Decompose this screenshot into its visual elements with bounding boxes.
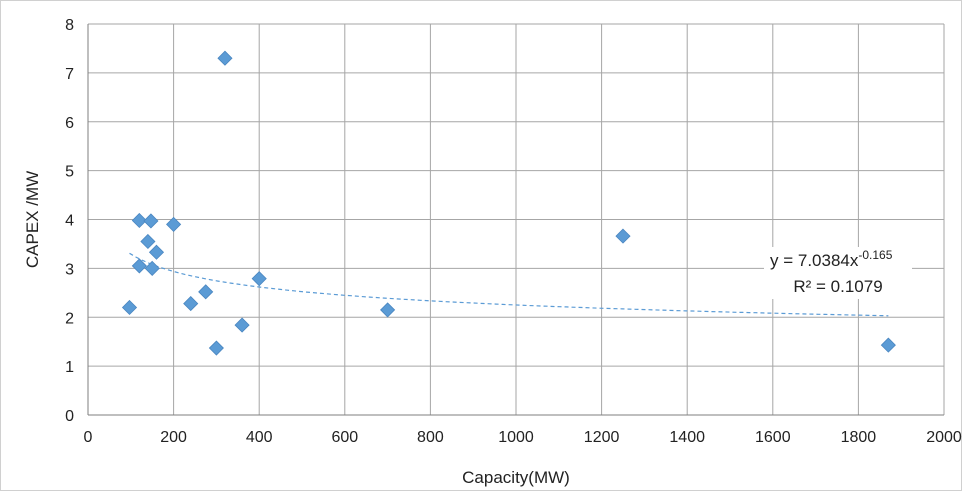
trendline-equation-exponent: -0.165 bbox=[858, 248, 892, 262]
x-tick-label: 0 bbox=[84, 429, 93, 446]
x-tick-label: 1600 bbox=[755, 429, 791, 446]
trendline-equation: y = 7.0384x-0.165 bbox=[770, 248, 893, 270]
data-point bbox=[208, 340, 224, 356]
data-point bbox=[148, 244, 165, 260]
data-points bbox=[121, 50, 896, 356]
y-tick-label: 0 bbox=[65, 408, 74, 425]
data-point bbox=[380, 302, 396, 318]
data-point bbox=[251, 271, 267, 287]
data-point bbox=[234, 317, 250, 333]
x-tick-label: 600 bbox=[331, 429, 358, 446]
x-tick-label: 1200 bbox=[584, 429, 620, 446]
x-tick-label: 2000 bbox=[926, 429, 962, 446]
data-point bbox=[131, 212, 147, 229]
data-point bbox=[217, 50, 233, 66]
data-point bbox=[183, 295, 199, 312]
data-point bbox=[131, 258, 147, 274]
y-tick-label: 2 bbox=[65, 310, 74, 327]
data-point bbox=[144, 260, 160, 276]
data-point bbox=[121, 299, 138, 316]
data-point bbox=[880, 337, 896, 353]
y-tick-label: 1 bbox=[65, 359, 74, 376]
data-point bbox=[198, 284, 214, 300]
x-tick-label: 1000 bbox=[498, 429, 534, 446]
data-point bbox=[143, 213, 159, 229]
x-tick-label: 200 bbox=[160, 429, 187, 446]
tick-labels: 0 200 400 600 800 1000 1200 1400 1600 1800 2000 0 1 2… bbox=[65, 17, 962, 446]
y-axis-title: CAPEX /MW bbox=[23, 171, 42, 268]
x-tick-label: 400 bbox=[246, 429, 273, 446]
trendline-equation-base: y = 7.0384x bbox=[770, 251, 859, 270]
y-tick-label: 6 bbox=[65, 115, 74, 132]
y-tick-label: 3 bbox=[65, 261, 74, 278]
data-point bbox=[615, 228, 631, 244]
axes bbox=[87, 24, 944, 416]
data-point bbox=[166, 216, 182, 232]
x-tick-label: 1800 bbox=[841, 429, 877, 446]
y-tick-label: 4 bbox=[65, 213, 74, 230]
y-tick-label: 7 bbox=[65, 66, 74, 83]
x-tick-label: 800 bbox=[417, 429, 444, 446]
y-tick-label: 8 bbox=[65, 17, 74, 34]
r-squared-label: R² = 0.1079 bbox=[793, 277, 882, 296]
x-axis-title: Capacity(MW) bbox=[462, 468, 570, 487]
data-point bbox=[140, 233, 156, 250]
trendline bbox=[129, 252, 889, 317]
x-tick-label: 1400 bbox=[669, 429, 705, 446]
y-tick-label: 5 bbox=[65, 164, 74, 181]
equation-box bbox=[764, 247, 912, 299]
